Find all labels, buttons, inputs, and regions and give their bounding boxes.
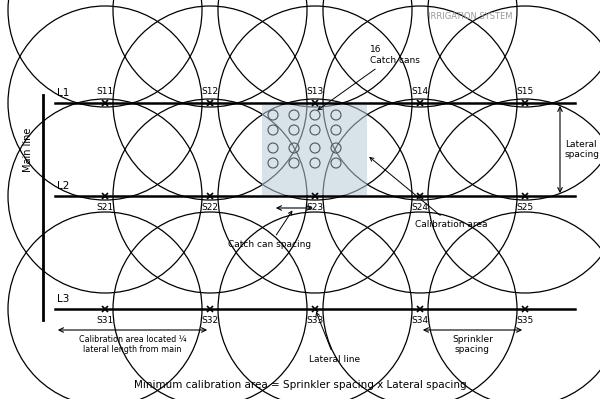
Text: S22: S22 xyxy=(202,203,218,212)
Text: S32: S32 xyxy=(202,316,218,325)
Text: S11: S11 xyxy=(97,87,113,96)
Text: Calibration area: Calibration area xyxy=(370,158,487,229)
Text: S12: S12 xyxy=(202,87,218,96)
Text: Minimum calibration area = Sprinkler spacing x Lateral spacing: Minimum calibration area = Sprinkler spa… xyxy=(134,380,466,390)
Text: Lateral line: Lateral line xyxy=(310,312,361,364)
Text: S35: S35 xyxy=(517,316,533,325)
Text: Main line: Main line xyxy=(23,127,33,172)
Text: L3: L3 xyxy=(57,294,70,304)
Text: S13: S13 xyxy=(307,87,323,96)
Text: S31: S31 xyxy=(97,316,113,325)
Bar xyxy=(262,105,367,195)
Text: IRRIGATION SYSTEM: IRRIGATION SYSTEM xyxy=(428,12,512,21)
Text: S24: S24 xyxy=(412,203,428,212)
Text: 16
Catch cans: 16 Catch cans xyxy=(318,45,420,110)
Text: Calibration area located ¼
lateral length from main: Calibration area located ¼ lateral lengt… xyxy=(79,335,186,354)
Text: S15: S15 xyxy=(517,87,533,96)
Text: L1: L1 xyxy=(57,88,70,98)
Text: L2: L2 xyxy=(57,181,70,191)
Text: S25: S25 xyxy=(517,203,533,212)
Text: Catch can spacing: Catch can spacing xyxy=(229,211,311,249)
Text: Lateral
spacing: Lateral spacing xyxy=(565,140,600,159)
Text: S21: S21 xyxy=(97,203,113,212)
Text: S14: S14 xyxy=(412,87,428,96)
Text: S23: S23 xyxy=(307,203,323,212)
Text: S33: S33 xyxy=(307,316,323,325)
Text: S34: S34 xyxy=(412,316,428,325)
Text: Sprinkler
spacing: Sprinkler spacing xyxy=(452,335,493,354)
